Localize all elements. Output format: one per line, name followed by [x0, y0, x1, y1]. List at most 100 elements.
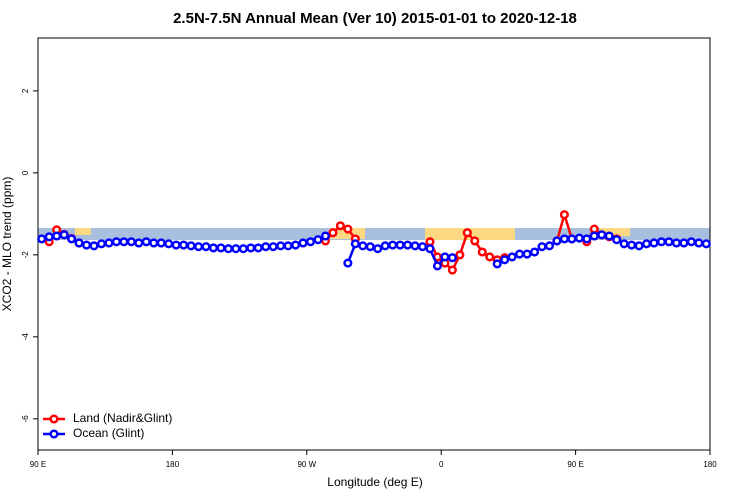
- data-point: [612, 235, 622, 245]
- data-point: [627, 240, 637, 250]
- x-axis-label: Longitude (deg E): [327, 475, 422, 489]
- data-point: [126, 237, 136, 247]
- data-point: [37, 234, 47, 244]
- data-point: [567, 234, 577, 244]
- data-point: [604, 231, 614, 241]
- data-point: [380, 241, 390, 251]
- data-point: [59, 230, 69, 240]
- legend-label: Land (Nadir&Glint): [73, 411, 172, 425]
- x-tick-label: 0: [439, 460, 444, 469]
- data-point: [276, 241, 286, 251]
- legend-label: Ocean (Glint): [73, 426, 144, 440]
- data-point: [67, 234, 77, 244]
- data-point: [701, 239, 711, 249]
- data-point: [119, 237, 129, 247]
- data-point: [343, 224, 353, 234]
- data-point: [343, 258, 353, 268]
- data-point: [552, 236, 562, 246]
- data-point: [664, 237, 674, 247]
- data-point: [537, 242, 547, 252]
- x-tick-label: 90 E: [30, 460, 46, 469]
- data-point: [507, 252, 517, 262]
- data-point: [52, 231, 62, 241]
- ocean-band: [38, 228, 710, 240]
- y-tick-label: -2: [21, 251, 30, 259]
- data-point: [619, 239, 629, 249]
- data-point: [291, 240, 301, 250]
- y-axis-label: XCO2 - MLO trend (ppm): [0, 177, 14, 312]
- data-point: [403, 240, 413, 250]
- chart-title: 2.5N-7.5N Annual Mean (Ver 10) 2015-01-0…: [173, 10, 577, 27]
- y-tick-label: -6: [21, 415, 30, 423]
- data-point: [559, 234, 569, 244]
- data-point: [373, 244, 383, 254]
- data-point: [671, 238, 681, 248]
- data-point: [425, 237, 435, 247]
- data-point: [425, 244, 435, 254]
- data-point: [201, 242, 211, 252]
- data-point: [589, 224, 599, 234]
- data-point: [89, 241, 99, 251]
- data-point: [350, 239, 360, 249]
- data-point: [455, 250, 465, 260]
- data-point: [470, 236, 480, 246]
- data-point: [477, 247, 487, 257]
- data-point: [305, 237, 316, 247]
- data-point: [335, 221, 345, 231]
- data-point: [447, 253, 457, 263]
- data-point: [156, 238, 166, 248]
- data-point: [500, 255, 510, 265]
- y-tick-label: 2: [21, 88, 30, 93]
- data-point: [111, 237, 121, 247]
- data-point: [141, 237, 151, 247]
- x-tick-label: 90 W: [297, 460, 316, 469]
- data-point: [313, 235, 323, 245]
- legend-item: Ocean (Glint): [43, 426, 144, 440]
- data-point: [679, 238, 689, 248]
- data-point: [634, 241, 644, 251]
- data-point: [597, 230, 607, 240]
- x-tick-label: 180: [166, 460, 180, 469]
- data-point: [283, 241, 293, 251]
- legend-marker: [49, 429, 59, 439]
- data-point: [320, 231, 331, 241]
- data-point: [186, 241, 196, 251]
- x-tick-label: 90 E: [567, 460, 583, 469]
- data-point: [641, 239, 652, 249]
- data-point: [388, 240, 398, 250]
- data-point: [395, 240, 405, 250]
- data-point: [231, 244, 241, 254]
- data-point: [74, 238, 84, 248]
- data-point: [328, 228, 338, 238]
- data-point: [164, 239, 174, 249]
- data-point: [417, 242, 428, 252]
- data-point: [447, 265, 457, 275]
- data-point: [208, 243, 219, 253]
- x-tick-label: 180: [703, 460, 717, 469]
- data-point: [694, 238, 704, 248]
- data-point: [515, 249, 525, 259]
- data-point: [462, 228, 472, 238]
- data-point: [216, 243, 226, 253]
- data-point: [246, 243, 256, 253]
- data-point: [522, 249, 532, 259]
- data-point: [44, 232, 54, 242]
- land-patch: [75, 228, 91, 235]
- data-point: [261, 242, 271, 252]
- data-point: [358, 241, 368, 251]
- data-point: [223, 244, 233, 254]
- data-point: [656, 237, 667, 247]
- data-point: [268, 242, 278, 252]
- data-point: [582, 234, 592, 244]
- data-point: [485, 252, 495, 262]
- data-point: [179, 240, 189, 250]
- data-point: [96, 239, 107, 249]
- data-point: [365, 242, 375, 252]
- data-point: [104, 238, 114, 248]
- y-tick-label: 0: [21, 170, 30, 175]
- data-point: [432, 261, 443, 271]
- data-point: [171, 240, 181, 250]
- data-point: [492, 259, 502, 269]
- data-point: [193, 242, 204, 252]
